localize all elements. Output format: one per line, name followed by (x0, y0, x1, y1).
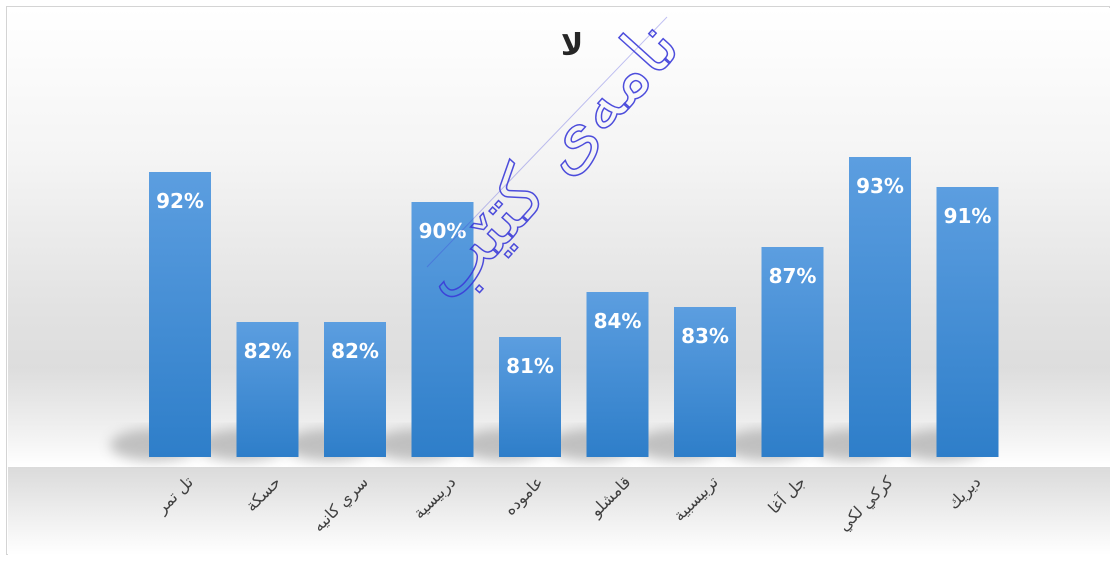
data-label: 87% (769, 264, 817, 288)
bar-4 (411, 202, 474, 457)
bar-2 (236, 322, 299, 457)
bar-3 (324, 322, 386, 457)
data-label: 83% (681, 324, 729, 348)
data-label: 90% (419, 219, 467, 243)
bar-9 (849, 157, 911, 457)
bar-8 (761, 247, 824, 457)
data-label: 82% (331, 339, 379, 363)
watermark-line (426, 16, 668, 268)
data-labels: 92% 82% 82% 90% 81% 84% 83% 87% 93% 91% (156, 174, 991, 378)
bar-5 (499, 337, 561, 457)
data-label: 92% (156, 189, 204, 213)
data-label: 82% (244, 339, 292, 363)
chart-title: لا (561, 28, 583, 63)
data-label: 91% (944, 204, 992, 228)
bar-10 (936, 187, 999, 457)
data-label: 81% (506, 354, 554, 378)
chart-frame: 92% 82% 82% 90% 81% 84% 83% 87% 93% 91% تل تمر حسك… (6, 6, 1110, 555)
bar-7 (674, 307, 736, 457)
data-label: 84% (594, 309, 642, 333)
bars (149, 157, 999, 457)
bar-1 (149, 172, 211, 457)
bar-6 (586, 292, 649, 457)
data-label: 93% (856, 174, 904, 198)
bar-chart: 92%82% 82%90%81%84%83%87%93%91% تل تمر حسك… (8, 7, 1110, 555)
